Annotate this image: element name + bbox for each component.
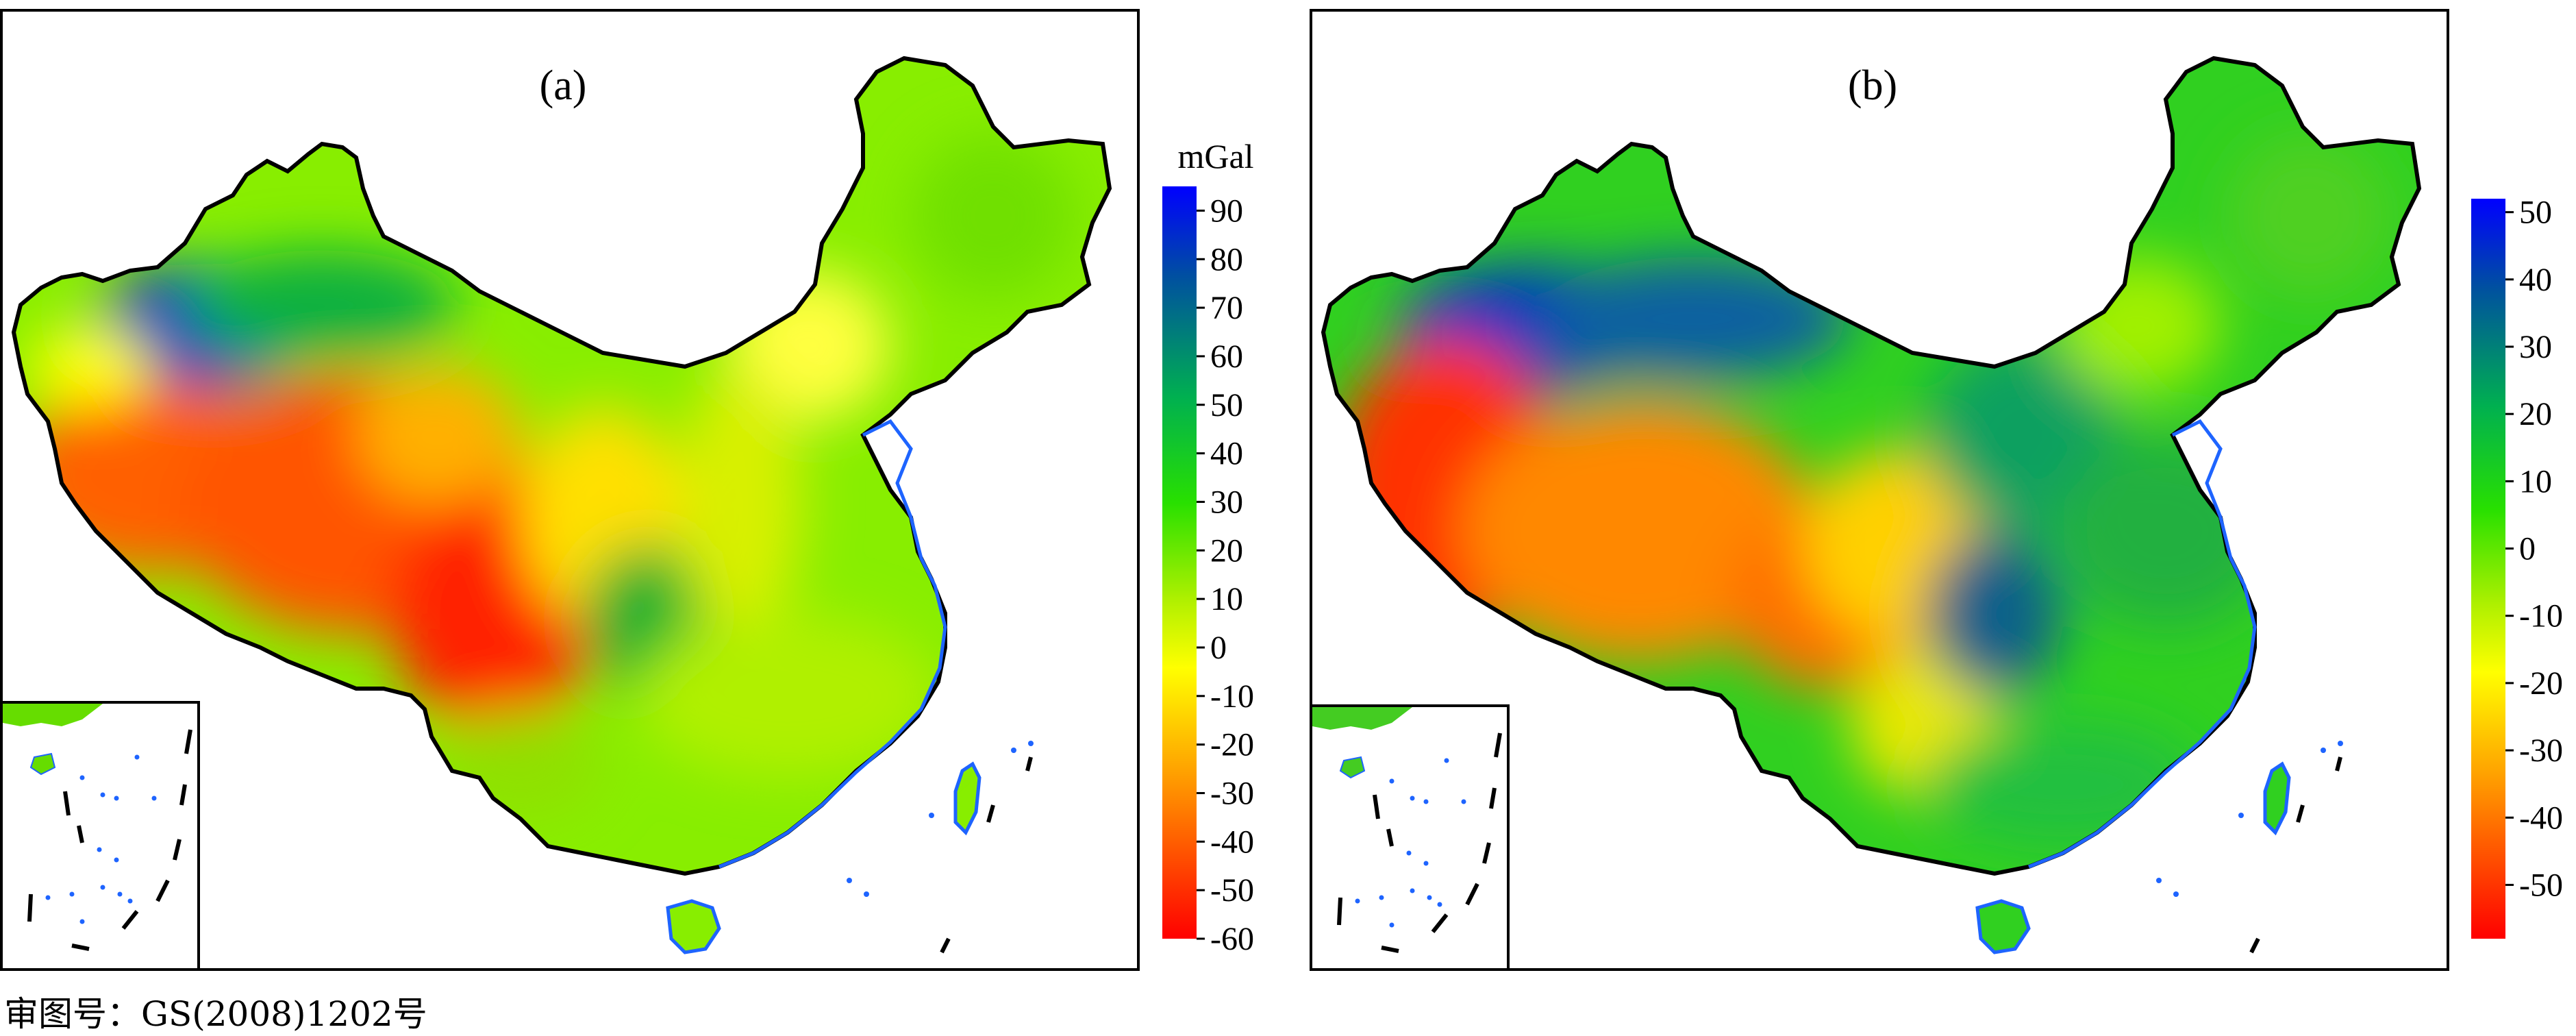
colorbar-tick-label: 60 — [1210, 338, 1243, 375]
colorbar-tick-label: -10 — [2519, 598, 2563, 634]
colorbar-tick-label: 50 — [1210, 387, 1243, 423]
colorbar-tick-label: -20 — [1210, 727, 1254, 763]
panel-a: (a) — [0, 9, 1140, 971]
map-approval-caption: 审图号：GS(2008)1202号 — [4, 994, 427, 1034]
colorbar-a-unit: mGal — [1177, 137, 1253, 175]
panel-a-islands — [847, 741, 1034, 897]
panel-b: (b) — [1310, 9, 2449, 971]
colorbar-tick-label: -20 — [2519, 665, 2563, 702]
colorbar-tick-label: 20 — [2519, 396, 2552, 432]
colorbar-tick-label: 10 — [1210, 581, 1243, 617]
colorbar-tick-label: 10 — [2519, 463, 2552, 500]
colorbar-a-ramp — [1162, 186, 1197, 939]
colorbar-tick-label: 50 — [2519, 195, 2552, 231]
colorbar-b-ticks: 50 40 30 20 10 0 -10 -20 -30 -40 -50 — [2505, 195, 2563, 903]
colorbar-tick-label: -30 — [2519, 732, 2563, 769]
panel-b-label: (b) — [1848, 62, 1897, 109]
panel-a-coastline — [718, 419, 947, 869]
panel-a-inset — [0, 701, 200, 971]
panel-a-boundary-dashes — [940, 756, 1033, 954]
colorbar-tick-label: -40 — [1210, 824, 1254, 860]
colorbar-tick-label: 40 — [2519, 262, 2552, 298]
colorbar-a-ticks: 90 80 70 60 50 40 30 20 10 0 -10 -20 -30 -40 -50 -60 — [1197, 193, 1254, 957]
panel-a-label: (a) — [540, 62, 587, 109]
colorbar-a: mGal 90 80 70 60 50 40 30 20 10 0 -10 -20 -30 -40 -50 -… — [1162, 137, 1254, 957]
colorbar-tick-label: -50 — [2519, 867, 2563, 903]
colorbar-tick-label: -50 — [1210, 872, 1254, 909]
colorbar-tick-label: -30 — [1210, 775, 1254, 811]
colorbar-tick-label: 40 — [1210, 436, 1243, 472]
colorbar-tick-label: 90 — [1210, 193, 1243, 229]
colorbar-tick-label: -40 — [2519, 800, 2563, 836]
colorbar-b: 50 40 30 20 10 0 -10 -20 -30 -40 -50 — [2471, 195, 2563, 939]
colorbar-tick-label: 0 — [2519, 531, 2536, 567]
colorbar-tick-label: -10 — [1210, 678, 1254, 715]
panel-b-boundary-dashes — [2249, 756, 2342, 954]
colorbar-tick-label: 30 — [2519, 329, 2552, 365]
panel-b-inset — [1310, 704, 1510, 971]
colorbar-tick-label: -60 — [1210, 921, 1254, 957]
panel-b-islands — [2156, 741, 2343, 897]
colorbar-tick-label: 80 — [1210, 241, 1243, 278]
colorbar-tick-label: 0 — [1210, 630, 1227, 666]
panel-b-coastline — [2028, 419, 2257, 869]
colorbar-tick-label: 30 — [1210, 484, 1243, 520]
colorbar-tick-label: 20 — [1210, 532, 1243, 569]
colorbar-tick-label: 70 — [1210, 290, 1243, 326]
colorbar-b-ramp — [2471, 199, 2505, 939]
